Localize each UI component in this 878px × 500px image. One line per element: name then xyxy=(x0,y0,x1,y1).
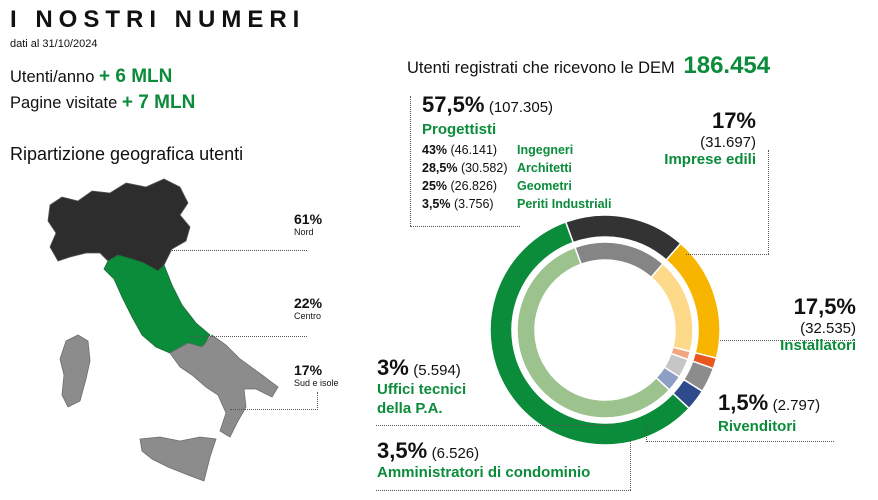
inner-ring-segment-0 xyxy=(516,246,671,419)
segment-name: Amministratori di condominio xyxy=(377,464,591,481)
map-region-center xyxy=(103,254,211,354)
leader-line xyxy=(646,441,834,442)
segment-count: (2.797) xyxy=(772,397,821,414)
segment-label-rivenditori: 1,5% (2.797) xyxy=(718,390,820,416)
breakdown-row: 3,5% (3.756) Periti Industriali xyxy=(422,197,611,211)
leader-line xyxy=(768,150,769,254)
map-region-north xyxy=(47,178,191,272)
segment-count: (6.526) xyxy=(431,445,480,462)
geo-pct: 17% xyxy=(294,362,323,378)
stat-users-per-year: Utenti/anno + 6 MLN xyxy=(10,66,172,88)
stat-label: Pagine visitate xyxy=(10,94,118,112)
leader-line xyxy=(230,409,318,410)
breakdown-row: 25% (26.826) Geometri xyxy=(422,179,572,193)
leader-line xyxy=(646,424,647,442)
segment-name: Imprese edili xyxy=(664,151,756,168)
dem-total: 186.454 xyxy=(683,52,771,79)
stat-value: + 6 MLN xyxy=(99,66,173,87)
geo-label-center: 22% Centro xyxy=(294,295,322,321)
segment-count: (31.697) xyxy=(700,134,756,151)
stat-value: + 7 MLN xyxy=(121,92,196,113)
breakdown-name: Ingegneri xyxy=(517,143,574,157)
segment-label-amministratori: 3,5% (6.526) xyxy=(377,438,479,464)
segment-label-uffici-tecnici: 3% (5.594) xyxy=(377,355,461,381)
segment-pct: 1,5% xyxy=(718,390,769,415)
breakdown-name: Periti Industriali xyxy=(517,197,612,211)
segment-name: Progettisti xyxy=(422,121,497,138)
geo-pct: 61% xyxy=(294,211,323,227)
breakdown-row: 43% (46.141) Ingegneri xyxy=(422,143,573,157)
breakdown-name: Geometri xyxy=(517,179,572,193)
leader-line xyxy=(170,250,307,251)
italy-map xyxy=(47,178,279,482)
leader-line xyxy=(630,440,631,490)
segment-count: (32.535) xyxy=(800,320,856,337)
dem-donut-chart xyxy=(489,214,721,446)
breakdown-row: 28,5% (30.582) Architetti xyxy=(422,161,572,175)
dem-heading: Utenti registrati che ricevono le DEM 18… xyxy=(407,52,770,80)
geo-region-name: Nord xyxy=(294,227,314,237)
segment-label-imprese-edili: 17% (31.697) Imprese edili xyxy=(664,108,756,168)
data-date: dati al 31/10/2024 xyxy=(10,38,98,50)
stat-page-views: Pagine visitate + 7 MLN xyxy=(10,92,195,114)
geo-section-title: Ripartizione geografica utenti xyxy=(10,144,244,164)
segment-count: (5.594) xyxy=(413,362,461,379)
dem-label: Utenti registrati che ricevono le DEM xyxy=(407,59,675,77)
leader-line xyxy=(410,96,411,226)
geo-pct: 22% xyxy=(294,295,323,311)
map-sardinia xyxy=(59,334,91,408)
breakdown-pct: 28,5% xyxy=(422,161,458,175)
breakdown-pct: 3,5% xyxy=(422,197,451,211)
segment-pct: 17,5% xyxy=(793,294,856,319)
breakdown-name: Architetti xyxy=(517,161,572,175)
geo-region-name: Centro xyxy=(294,311,322,321)
outer-ring-segment-0 xyxy=(489,220,691,446)
breakdown-count: (26.826) xyxy=(450,179,498,193)
leader-line xyxy=(376,425,611,426)
segment-pct: 17% xyxy=(711,108,756,133)
segment-label-progettisti: 57,5% (107.305) xyxy=(422,92,553,118)
map-sicily xyxy=(139,436,217,482)
breakdown-count: (46.141) xyxy=(450,143,498,157)
breakdown-count: (3.756) xyxy=(453,197,494,211)
segment-name: Uffici tecnici della P.A. xyxy=(377,381,467,417)
geo-label-south: 17% Sud e isole xyxy=(294,362,339,388)
leader-line xyxy=(376,490,631,491)
segment-pct: 3,5% xyxy=(377,438,428,463)
leader-line xyxy=(317,392,318,410)
breakdown-pct: 25% xyxy=(422,179,448,193)
segment-pct: 57,5% xyxy=(422,92,485,117)
segment-label-installatori: 17,5% (32.535) Installatori xyxy=(780,294,856,354)
leader-line xyxy=(686,254,769,255)
geo-region-name: Sud e isole xyxy=(294,378,339,388)
segment-name: Rivenditori xyxy=(718,418,797,435)
breakdown-count: (30.582) xyxy=(460,161,508,175)
leader-line xyxy=(720,340,855,341)
leader-line xyxy=(190,336,307,337)
segment-count: (107.305) xyxy=(488,99,554,116)
geo-label-north: 61% Nord xyxy=(294,211,322,237)
leader-line xyxy=(410,226,520,227)
stat-label: Utenti/anno xyxy=(10,68,95,86)
segment-name: Installatori xyxy=(780,337,856,354)
segment-pct: 3% xyxy=(377,355,409,380)
page-title: I NOSTRI NUMERI xyxy=(10,6,306,33)
breakdown-pct: 43% xyxy=(422,143,448,157)
map-region-south xyxy=(169,334,279,438)
